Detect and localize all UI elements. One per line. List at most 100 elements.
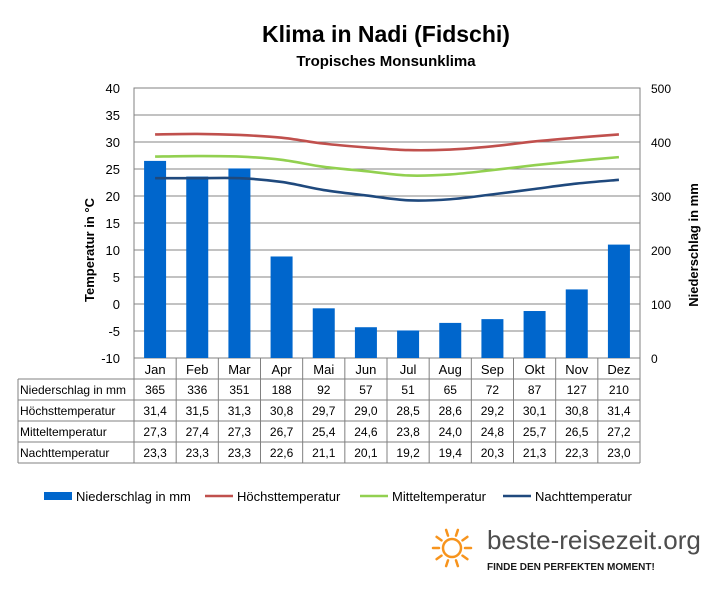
sun-ray-icon (444, 528, 450, 537)
x-category-label: Sep (481, 362, 504, 377)
table-cell: 23,3 (186, 446, 210, 460)
brand-tagline: FINDE DEN PERFEKTEN MOMENT! (487, 562, 655, 573)
sun-ray-icon (454, 559, 460, 568)
bar-niederschlag (397, 330, 420, 358)
legend: Niederschlag in mm Höchsttemperatur Mittel… (44, 489, 632, 504)
lines (155, 132, 620, 202)
legend-swatch-niederschlag (44, 492, 72, 500)
table-cell: 65 (444, 383, 458, 397)
table-cell: 57 (359, 383, 373, 397)
legend-label-line-0: Höchsttemperatur (237, 489, 341, 504)
table-cell: 25,4 (312, 425, 336, 439)
table-cell: 210 (609, 383, 629, 397)
sun-ray-icon (435, 554, 443, 561)
table-row-label: Nachttemperatur (20, 446, 109, 460)
y-left-tick-label: 15 (106, 216, 120, 231)
table-cell: 25,7 (523, 425, 547, 439)
line-series-2 (155, 176, 620, 202)
y-left-tick-label: 20 (106, 189, 120, 204)
x-category-label: Okt (524, 362, 545, 377)
table-cell: 87 (528, 383, 542, 397)
table-row-label: Niederschlag in mm (20, 383, 126, 397)
table-cell: 23,3 (143, 446, 167, 460)
table-cell: 23,8 (396, 425, 420, 439)
y-right-tick-label: 0 (651, 352, 658, 366)
table-cell: 72 (486, 383, 500, 397)
table-cell: 23,3 (228, 446, 252, 460)
sun-ray-icon (435, 535, 443, 542)
table-cell: 24,0 (439, 425, 463, 439)
x-category-label: Dez (607, 362, 630, 377)
y-left-tick-label: -5 (108, 324, 120, 339)
bar-niederschlag (481, 319, 504, 358)
y-left-tick-label: 35 (106, 108, 120, 123)
bar-niederschlag (312, 308, 335, 358)
y-right-tick-label: 100 (651, 298, 671, 312)
bars (144, 160, 630, 358)
table-cell: 20,3 (481, 446, 505, 460)
table-cell: 22,3 (565, 446, 589, 460)
brand-logo: beste-reisezeit.org FINDE DEN PERFEKTEN … (431, 525, 701, 573)
sun-ray-icon (454, 528, 460, 537)
y-left-tick-label: 40 (106, 81, 120, 96)
x-category-label: Nov (565, 362, 589, 377)
table-cell: 20,1 (354, 446, 378, 460)
y-left-tick-label: 0 (113, 297, 120, 312)
x-category-label: Mai (313, 362, 334, 377)
bar-niederschlag (228, 168, 251, 358)
chart-subtitle: Tropisches Monsunklima (296, 53, 476, 70)
table-cell: 28,5 (396, 404, 420, 418)
sun-ray-icon (461, 535, 469, 542)
table-cell: 188 (272, 383, 292, 397)
table-cell: 28,6 (439, 404, 463, 418)
line-series-0 (155, 132, 620, 152)
table-cell: 51 (401, 383, 415, 397)
bar-niederschlag (186, 176, 209, 358)
data-table: Jan Feb Mar Apr Mai Jun Jul Aug Sep Okt Nov Dez Nied… (17, 88, 641, 464)
table-cell: 23,0 (607, 446, 631, 460)
y-right-axis-label: Niederschlag in mm (686, 183, 701, 307)
y-left-tick-label: -10 (101, 351, 120, 366)
table-cell: 29,2 (481, 404, 505, 418)
table-cell: 27,4 (186, 425, 210, 439)
y-right-tick-label: 200 (651, 244, 671, 258)
x-category-label: Apr (271, 362, 292, 377)
bar-niederschlag (270, 256, 293, 358)
table-cell: 31,3 (228, 404, 252, 418)
bar-niederschlag (523, 311, 546, 358)
y-left-tick-label: 10 (106, 243, 120, 258)
table-row-label: Mitteltemperatur (20, 425, 107, 439)
y-left-tick-label: 25 (106, 162, 120, 177)
table-cell: 29,0 (354, 404, 378, 418)
sun-ray-icon (444, 559, 450, 568)
table-cell: 31,5 (186, 404, 210, 418)
chart-title: Klima in Nadi (Fidschi) (262, 21, 510, 47)
y-right-tick-label: 400 (651, 136, 671, 150)
sun-icon (441, 537, 463, 559)
table-cell: 26,5 (565, 425, 589, 439)
table-cell: 24,6 (354, 425, 378, 439)
y-left-axis-label: Temperatur in °C (82, 197, 97, 302)
table-cell: 27,2 (607, 425, 631, 439)
x-category-label: Feb (186, 362, 208, 377)
table-cell: 127 (567, 383, 587, 397)
table-cell: 19,2 (396, 446, 420, 460)
table-cell: 29,7 (312, 404, 336, 418)
grid (133, 87, 641, 359)
legend-label-niederschlag: Niederschlag in mm (76, 489, 191, 504)
table-cell: 30,8 (565, 404, 589, 418)
legend-label-line-1: Mitteltemperatur (392, 489, 487, 504)
x-category-label: Jun (355, 362, 376, 377)
bar-niederschlag (354, 327, 377, 358)
table-cell: 31,4 (143, 404, 167, 418)
bar-niederschlag (144, 160, 167, 358)
table-cell: 22,6 (270, 446, 294, 460)
bar-niederschlag (565, 289, 588, 358)
table-row-label: Höchsttemperatur (20, 404, 115, 418)
table-cell: 21,1 (312, 446, 336, 460)
table-cell: 30,1 (523, 404, 547, 418)
x-category-label: Aug (439, 362, 462, 377)
table-cell: 336 (187, 383, 207, 397)
